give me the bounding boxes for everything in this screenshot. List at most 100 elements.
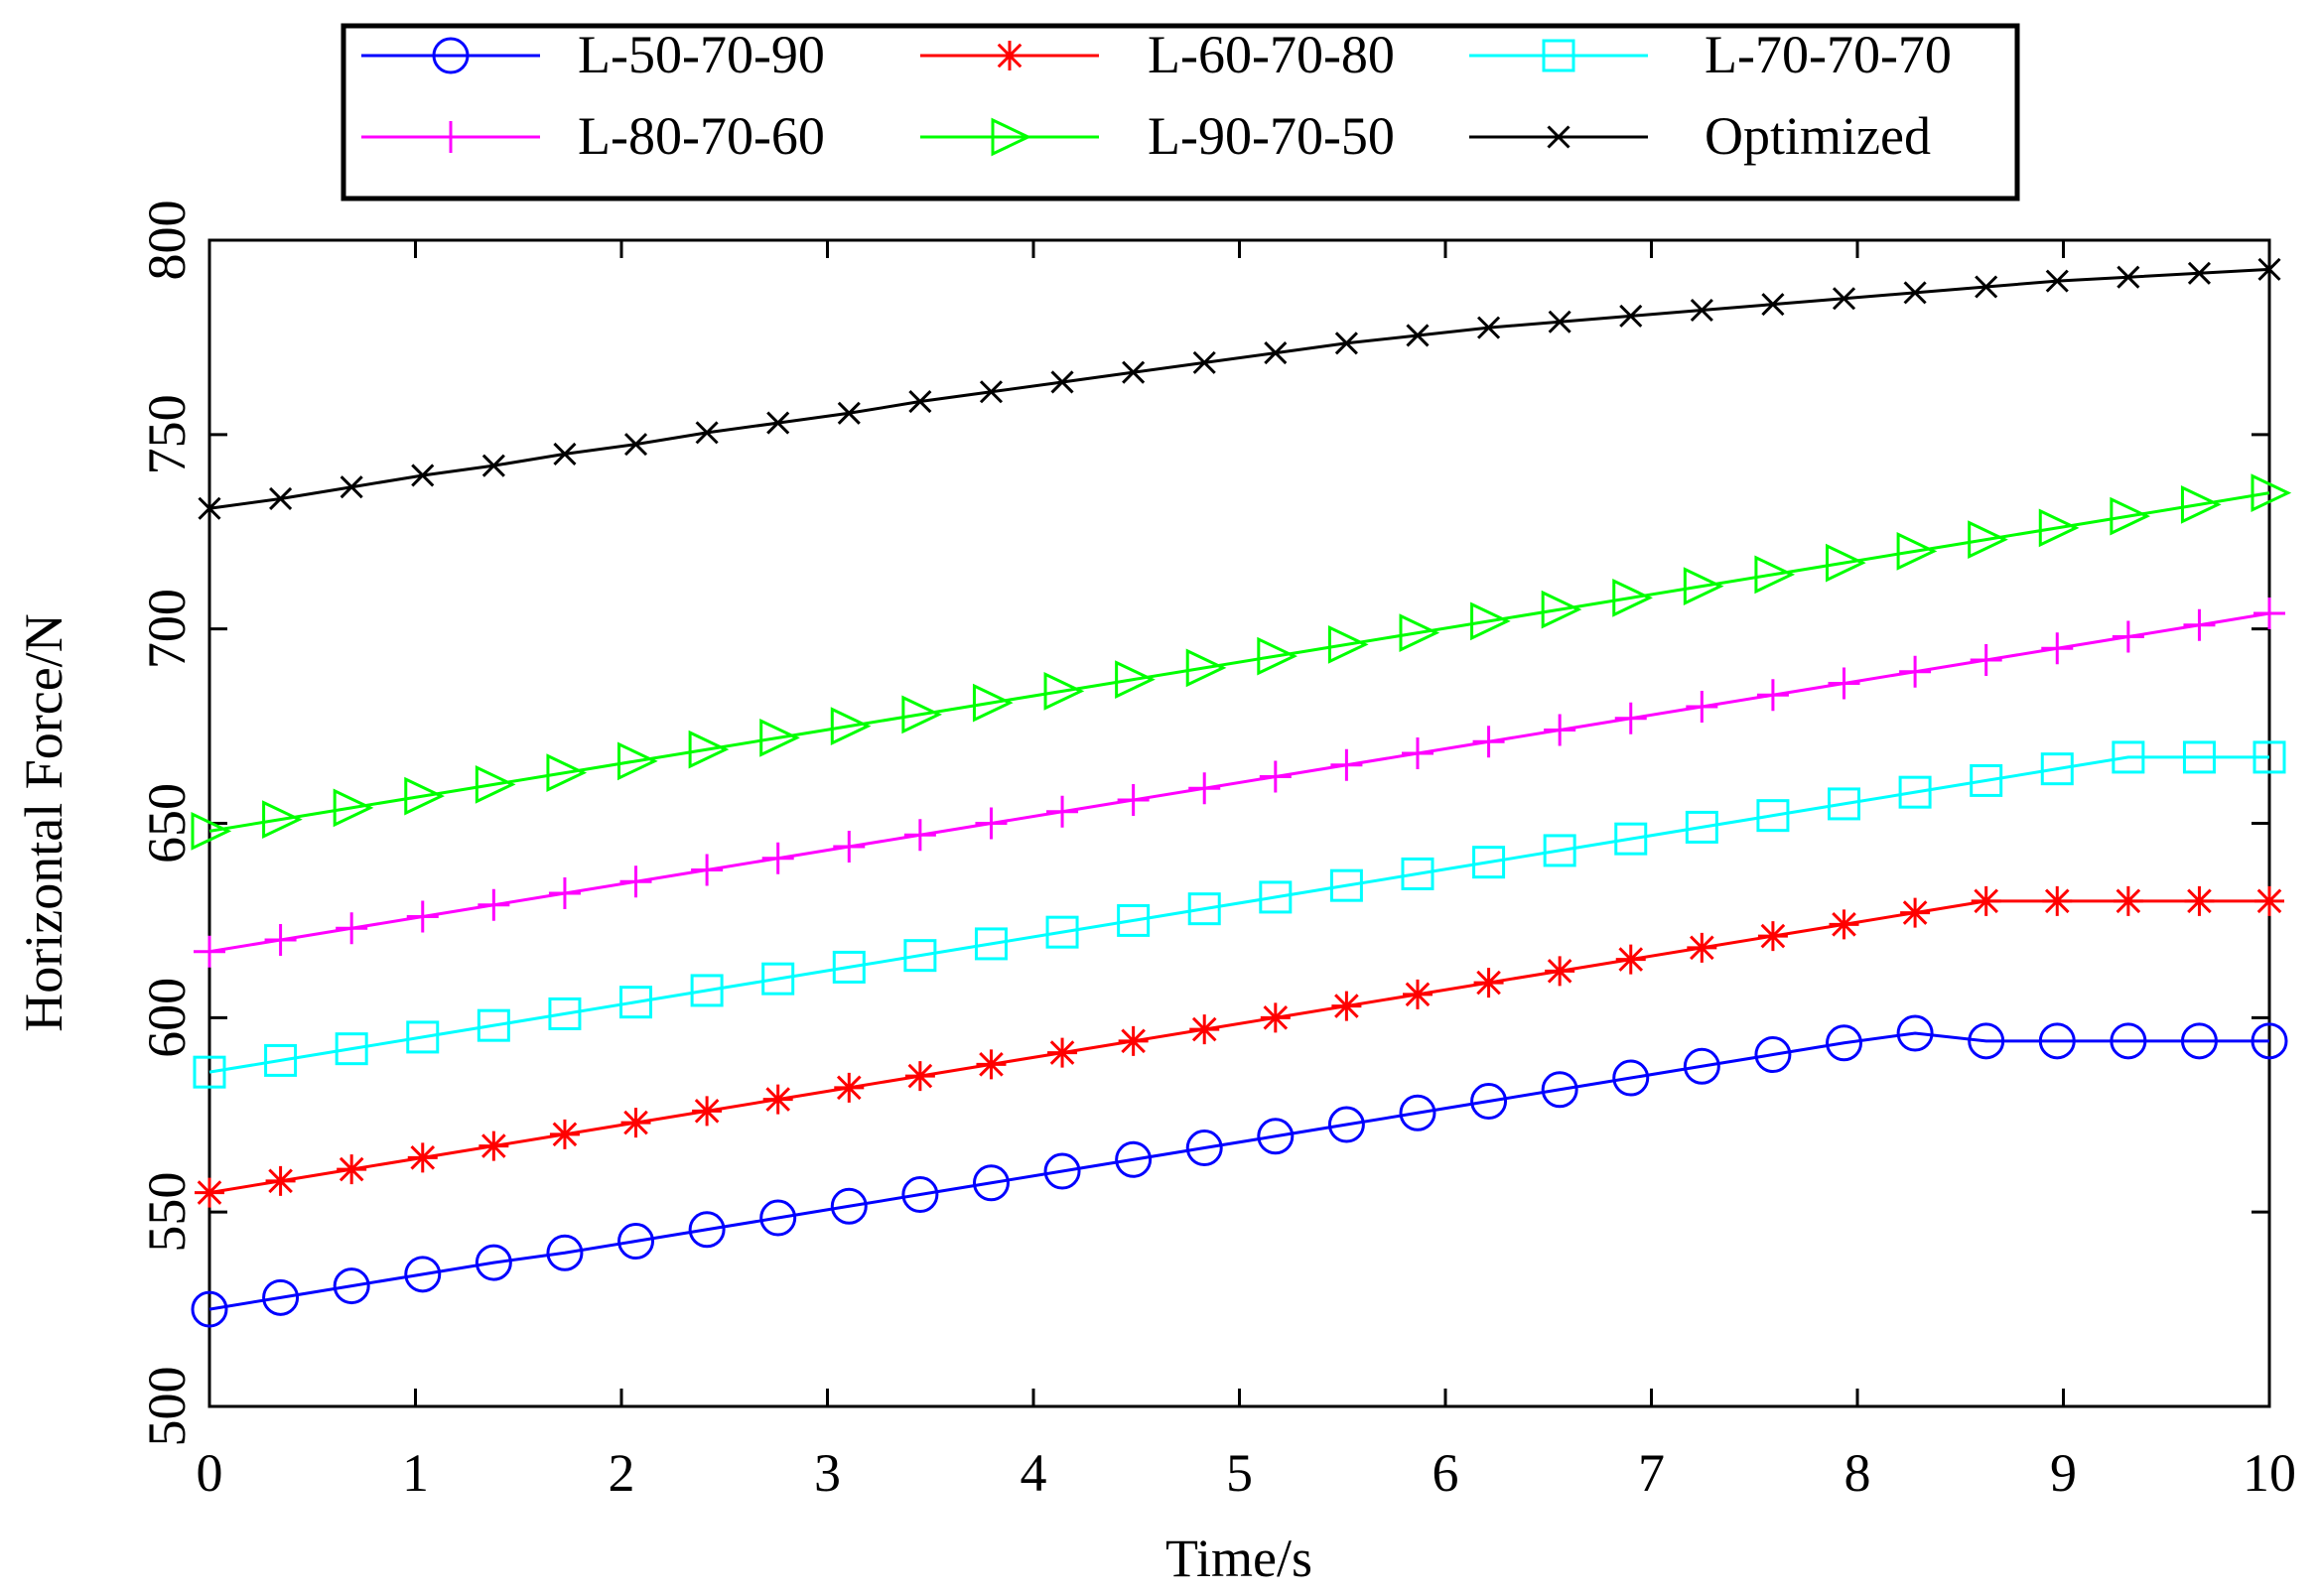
x-marker [1547, 125, 1570, 149]
series-line [208, 267, 2270, 510]
x-marker [1903, 281, 1927, 305]
circle-marker [1327, 1106, 1365, 1143]
triangle-marker [191, 811, 232, 851]
triangle-marker [1399, 613, 1440, 652]
asterisk-marker [1971, 885, 2001, 916]
circle-marker [972, 1164, 1010, 1202]
plus-marker [691, 854, 724, 886]
asterisk-marker [762, 1084, 793, 1115]
plus-marker [264, 924, 297, 956]
x-marker [269, 486, 293, 511]
triangle-marker [546, 753, 588, 792]
triangle-marker [830, 707, 872, 745]
asterisk-marker [478, 1130, 509, 1161]
x-marker [1334, 332, 1358, 355]
circle-marker [1185, 1130, 1223, 1167]
x-marker [411, 464, 435, 487]
asterisk-marker [2042, 885, 2073, 916]
square-marker [619, 986, 653, 1019]
square-marker [2040, 752, 2074, 786]
x-tick-label: 3 [814, 1443, 841, 1503]
square-marker [1329, 868, 1363, 902]
circle-marker [432, 37, 470, 74]
circle-marker [1399, 1094, 1436, 1131]
asterisk-marker [1402, 979, 1433, 1009]
triangle-marker [1683, 567, 1724, 605]
circle-marker [1115, 1140, 1153, 1178]
x-tick-label: 2 [609, 1443, 635, 1503]
circle-marker [546, 1234, 584, 1271]
triangle-marker [475, 764, 516, 804]
asterisk-marker [407, 1142, 438, 1173]
plus-marker [2041, 632, 2074, 665]
square-marker [2112, 740, 2145, 774]
plus-marker [833, 831, 866, 863]
x-marker [2187, 261, 2212, 285]
asterisk-marker [1047, 1037, 1078, 1068]
x-marker [2045, 269, 2069, 293]
plus-marker [1756, 679, 1789, 712]
triangle-marker [262, 800, 303, 839]
plus-marker [903, 819, 936, 852]
plus-marker [975, 807, 1008, 840]
triangle-marker [1470, 601, 1511, 641]
triangle-marker [688, 730, 730, 769]
x-marker [1050, 370, 1074, 394]
triangle-marker [617, 741, 658, 781]
square-marker [903, 939, 937, 973]
triangle-marker [1612, 578, 1653, 617]
plus-marker [1686, 691, 1718, 723]
plus-marker [1970, 644, 2002, 676]
square-marker [1685, 810, 1718, 844]
x-marker [553, 442, 577, 466]
legend-entry-L-90-70-50: L-90-70-50 [920, 106, 1395, 166]
series-line [208, 899, 2269, 1195]
circle-marker [1470, 1083, 1508, 1121]
asterisk-marker [1615, 944, 1646, 975]
plus-marker [619, 865, 652, 898]
plus-marker [1828, 667, 1860, 700]
triangle-marker [1541, 590, 1582, 629]
asterisk-marker [1900, 897, 1931, 928]
square-marker [1756, 799, 1790, 833]
plus-marker [2183, 608, 2216, 641]
square-marker [1543, 834, 1576, 867]
asterisk-marker [1260, 1002, 1291, 1033]
triangle-marker [1115, 660, 1156, 699]
plus-marker [1117, 784, 1150, 816]
x-tick-label: 0 [197, 1443, 223, 1503]
plus-marker [761, 842, 794, 874]
y-tick-label: 500 [137, 1367, 197, 1447]
x-marker [1975, 275, 1998, 299]
x-marker [340, 475, 363, 499]
x-marker [1619, 304, 1643, 328]
asterisk-marker [195, 1177, 224, 1208]
square-marker [1542, 39, 1575, 72]
triangle-marker [972, 683, 1014, 723]
y-axis-title: Horizontal Force/N [14, 613, 73, 1031]
x-tick-label: 9 [2050, 1443, 2077, 1503]
plus-marker [336, 912, 368, 945]
x-marker [1192, 350, 1216, 374]
triangle-marker [1185, 648, 1227, 688]
x-marker [623, 433, 648, 457]
legend-label: L-80-70-60 [578, 106, 825, 166]
x-marker [908, 389, 932, 414]
y-tick-label: 750 [137, 394, 197, 474]
triangle-marker [2038, 508, 2080, 548]
x-tick-label: 10 [2243, 1443, 2296, 1503]
plus-marker [406, 900, 439, 933]
square-marker [2182, 740, 2216, 774]
circle-marker [191, 1290, 228, 1328]
square-marker [690, 974, 724, 1007]
plus-marker [1259, 760, 1292, 793]
plus-marker [194, 935, 225, 968]
x-tick-label: 6 [1433, 1443, 1459, 1503]
square-marker [264, 1043, 298, 1077]
asterisk-marker [1829, 909, 1859, 940]
asterisk-marker [1687, 932, 1717, 963]
asterisk-marker [1118, 1025, 1149, 1056]
triangle-marker [1896, 531, 1938, 571]
x-marker [695, 421, 719, 445]
